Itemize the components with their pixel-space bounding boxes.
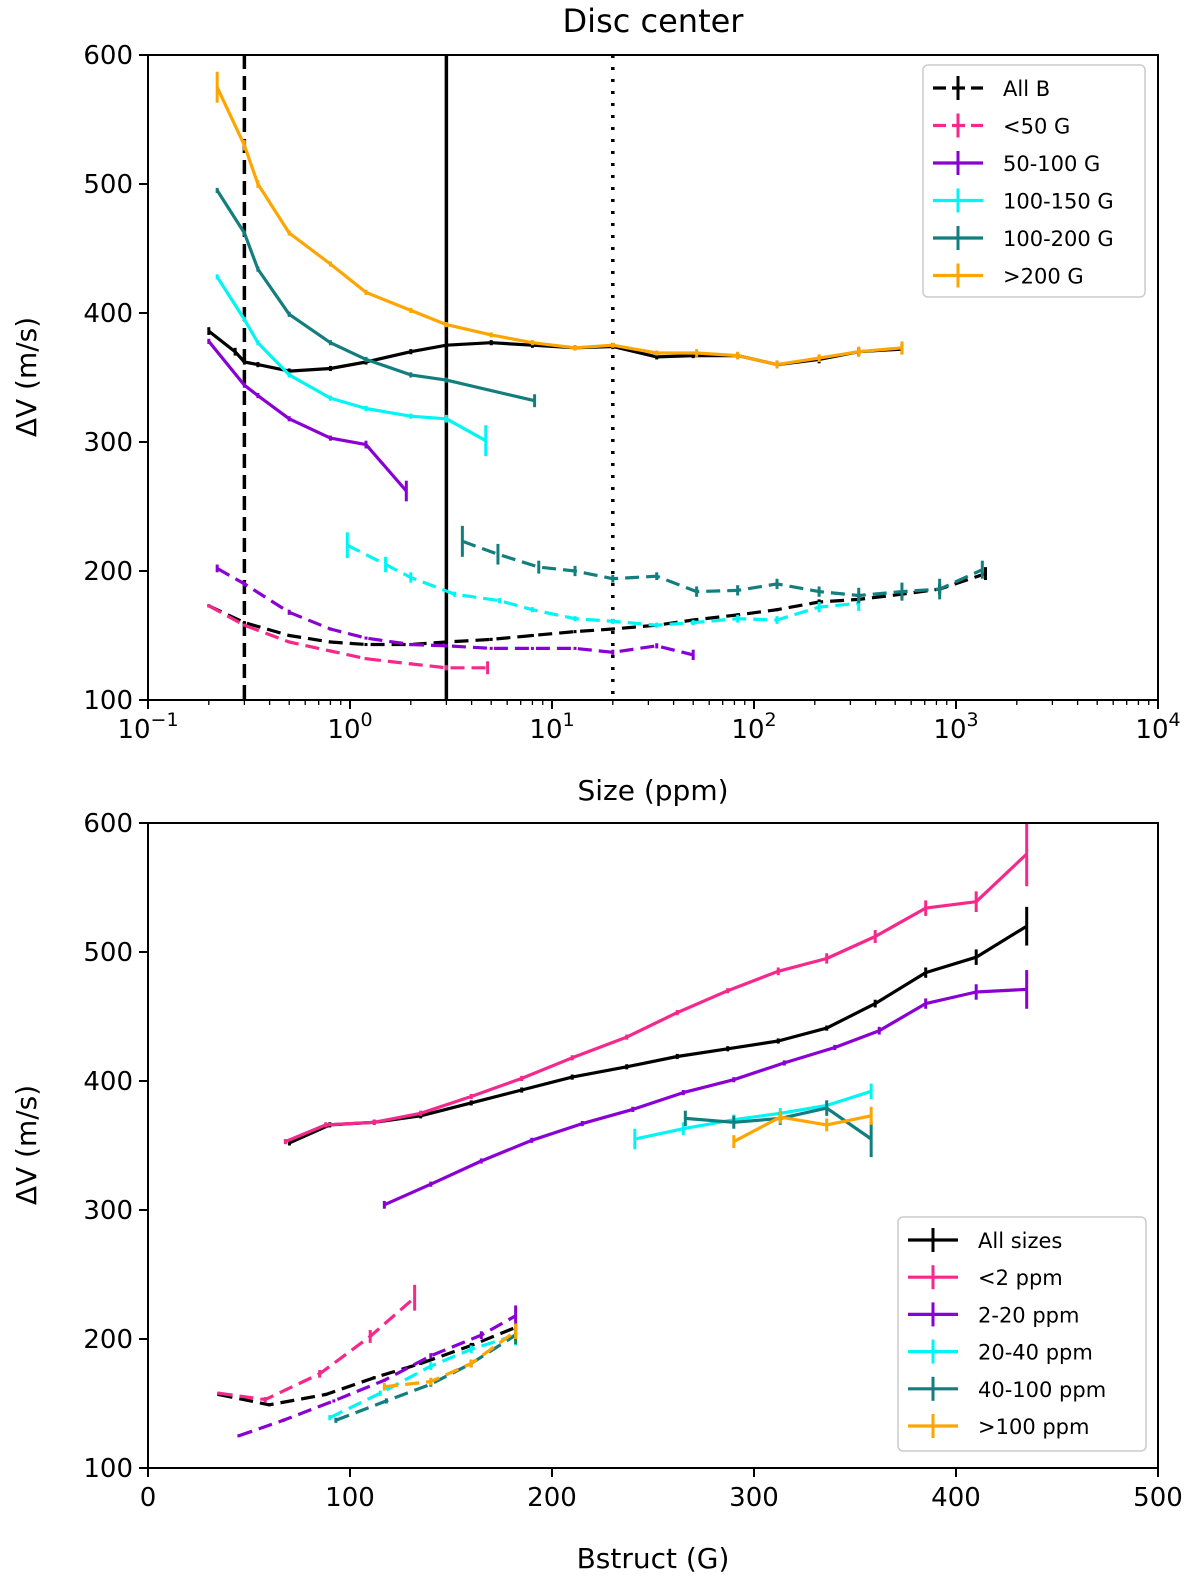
- series-2-dashed: [215, 564, 695, 661]
- series-1-dashed: [207, 604, 490, 675]
- series-2-dashed: [237, 1305, 518, 1438]
- y-tick-label: 600: [83, 41, 133, 71]
- series-line: [634, 1089, 872, 1141]
- legend-label: >200 G: [1003, 265, 1084, 289]
- series-line: [383, 987, 1027, 1207]
- y-tick-label: 200: [83, 1325, 133, 1355]
- series-1-solid: [283, 823, 1029, 1145]
- x-axis-ticks: 10−1 100 101 102 103 104: [117, 700, 1181, 745]
- series-3-dashed: [345, 532, 861, 628]
- series-line: [461, 539, 983, 598]
- legend-label: <50 G: [1003, 115, 1070, 139]
- legend-label: <2 ppm: [978, 1266, 1063, 1290]
- x-tick-label: 100: [327, 709, 372, 745]
- series-line: [733, 1114, 872, 1144]
- series-1-dashed: [217, 1284, 417, 1403]
- series-line: [284, 852, 1028, 1144]
- legend-label: 100-150 G: [1003, 190, 1114, 214]
- x-tick-label: 200: [527, 1483, 577, 1513]
- series-2-solid: [207, 338, 408, 502]
- data-series: [207, 71, 988, 675]
- series-3-solid: [215, 274, 488, 457]
- x-tick-label: 400: [931, 1483, 981, 1513]
- y-tick-label: 300: [83, 428, 133, 458]
- legend-label: 40-100 ppm: [978, 1378, 1106, 1402]
- y-tick-label: 500: [83, 938, 133, 968]
- legend-label: 50-100 G: [1003, 152, 1100, 176]
- x-axis-label: Bstruct (G): [577, 1542, 730, 1575]
- x-tick-label: 0: [140, 1483, 157, 1513]
- data-series: [217, 823, 1029, 1438]
- x-tick-label: 10−1: [117, 709, 178, 745]
- legend: All B <50 G 50-100 G 100-150 G 100-200 G >200…: [922, 64, 1146, 298]
- series-line: [384, 1330, 517, 1389]
- legend-label: 100-200 G: [1003, 227, 1114, 251]
- y-axis-ticks: 100 200 300 400 500 600: [83, 41, 148, 716]
- x-axis-label: Size (ppm): [577, 774, 728, 807]
- series-line: [208, 604, 488, 670]
- y-tick-label: 100: [83, 1454, 133, 1484]
- x-tick-label: 101: [529, 709, 574, 745]
- series-line: [208, 572, 987, 647]
- y-axis-label: ΔV (m/s): [10, 317, 43, 437]
- x-tick-label: 300: [729, 1483, 779, 1513]
- series-line: [346, 543, 859, 627]
- y-tick-label: 300: [83, 1196, 133, 1226]
- series-5-solid: [732, 1106, 873, 1149]
- series-4-solid: [215, 187, 537, 408]
- legend-label: All B: [1003, 77, 1050, 101]
- plot-frame: [147, 54, 1159, 701]
- series-2-solid: [382, 970, 1029, 1209]
- x-tick-label: 102: [731, 709, 776, 745]
- y-tick-label: 400: [83, 299, 133, 329]
- legend-label: 2-20 ppm: [978, 1303, 1079, 1327]
- legend-box: [897, 1216, 1147, 1452]
- legend-label: All sizes: [978, 1229, 1062, 1253]
- y-tick-label: 100: [83, 686, 133, 716]
- x-tick-label: 104: [1135, 709, 1180, 745]
- x-tick-label: 500: [1133, 1483, 1183, 1513]
- chart-title: Disc center: [563, 2, 745, 40]
- y-axis-ticks: 100 200 300 400 500 600: [83, 809, 148, 1484]
- x-tick-label: 103: [933, 709, 978, 745]
- legend-label: 20-40 ppm: [978, 1341, 1093, 1365]
- y-tick-label: 200: [83, 557, 133, 587]
- series-4-dashed: [460, 525, 984, 604]
- x-axis-ticks: 0 100 200 300 400 500: [140, 1468, 1183, 1513]
- y-tick-label: 400: [83, 1067, 133, 1097]
- x-tick-label: 100: [325, 1483, 375, 1513]
- series-5-solid: [215, 71, 904, 369]
- legend: All sizes <2 ppm 2-20 ppm 20-40 ppm 40-100 p…: [897, 1216, 1147, 1452]
- series-5-dashed: [382, 1323, 518, 1391]
- legend-label: >100 ppm: [978, 1415, 1089, 1439]
- y-axis-label: ΔV (m/s): [10, 1085, 43, 1205]
- plot-frame: [147, 822, 1159, 1469]
- y-tick-label: 500: [83, 170, 133, 200]
- y-tick-label: 600: [83, 809, 133, 839]
